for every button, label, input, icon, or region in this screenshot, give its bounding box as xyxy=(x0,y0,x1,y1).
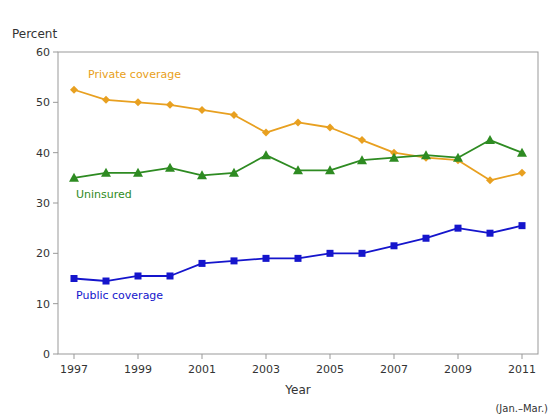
data-point xyxy=(295,255,302,262)
data-point xyxy=(166,101,174,109)
x-tick xyxy=(138,354,139,359)
plot-area xyxy=(69,86,527,285)
y-tick-label: 40 xyxy=(36,147,50,160)
data-point xyxy=(358,136,366,144)
series-line xyxy=(74,140,522,178)
data-point xyxy=(197,170,207,179)
data-point xyxy=(263,255,270,262)
series-label: Uninsured xyxy=(76,188,132,201)
data-point xyxy=(199,260,206,267)
data-point xyxy=(230,111,238,119)
data-point xyxy=(325,165,335,174)
data-point xyxy=(485,135,495,144)
series-labels: Private coverage Uninsured Public coverage xyxy=(76,68,181,302)
data-point xyxy=(134,98,142,106)
data-point xyxy=(326,124,334,132)
x-tick-label: 2007 xyxy=(380,363,408,376)
data-point xyxy=(70,86,78,94)
series-line xyxy=(74,90,522,181)
y-tick xyxy=(53,354,58,355)
x-tick-label: 2005 xyxy=(316,363,344,376)
x-tick xyxy=(394,354,395,359)
data-point xyxy=(135,272,142,279)
y-tick xyxy=(53,102,58,103)
data-point xyxy=(261,150,271,159)
x-tick-label: 2003 xyxy=(252,363,280,376)
x-tick xyxy=(330,354,331,359)
x-tick xyxy=(74,354,75,359)
data-point xyxy=(391,242,398,249)
series-label: Public coverage xyxy=(76,289,163,302)
x-tick xyxy=(202,354,203,359)
x-tick-label: 1997 xyxy=(60,363,88,376)
y-tick xyxy=(53,52,58,53)
data-point xyxy=(294,118,302,126)
x-tick-label: 2001 xyxy=(188,363,216,376)
data-point xyxy=(103,278,110,285)
data-point xyxy=(102,96,110,104)
y-axis-label: Percent xyxy=(12,27,57,41)
y-tick-label: 60 xyxy=(36,46,50,59)
y-tick-label: 0 xyxy=(43,348,50,361)
data-point xyxy=(486,176,494,184)
data-point xyxy=(423,235,430,242)
data-point xyxy=(421,150,431,159)
plot-frame xyxy=(58,52,538,354)
data-point xyxy=(517,148,527,157)
data-point xyxy=(69,173,79,182)
y-tick-label: 20 xyxy=(36,247,50,260)
data-point xyxy=(519,222,526,229)
x-tick-label: 1999 xyxy=(124,363,152,376)
x-tick-label: 2011 xyxy=(508,363,536,376)
y-tick-label: 30 xyxy=(36,197,50,210)
y-tick xyxy=(53,303,58,304)
y-tick xyxy=(53,152,58,153)
data-point xyxy=(518,169,526,177)
data-point xyxy=(293,165,303,174)
chart: 0 10 20 30 40 50 60 1997 1999 2001 2003 2005 2007 200… xyxy=(0,0,560,420)
x-tick-label: 2009 xyxy=(444,363,472,376)
data-point xyxy=(71,275,78,282)
data-point xyxy=(262,129,270,137)
data-point xyxy=(327,250,334,257)
data-point xyxy=(229,168,239,177)
data-point xyxy=(359,250,366,257)
x-tick xyxy=(266,354,267,359)
y-tick xyxy=(53,203,58,204)
y-tick-label: 10 xyxy=(36,298,50,311)
data-point xyxy=(198,106,206,114)
data-point xyxy=(455,225,462,232)
data-point xyxy=(231,257,238,264)
data-point xyxy=(487,230,494,237)
y-tick-label: 50 xyxy=(36,96,50,109)
annotation: (Jan.–Mar.) xyxy=(495,403,548,414)
data-point xyxy=(133,168,143,177)
data-point xyxy=(101,168,111,177)
data-point xyxy=(389,153,399,162)
series-line xyxy=(74,226,522,281)
data-point xyxy=(167,272,174,279)
y-tick xyxy=(53,253,58,254)
data-point xyxy=(357,155,367,164)
data-point xyxy=(165,163,175,172)
x-axis-label: Year xyxy=(284,383,310,397)
x-tick xyxy=(522,354,523,359)
x-tick xyxy=(458,354,459,359)
data-point xyxy=(453,153,463,162)
series-label: Private coverage xyxy=(88,68,181,81)
